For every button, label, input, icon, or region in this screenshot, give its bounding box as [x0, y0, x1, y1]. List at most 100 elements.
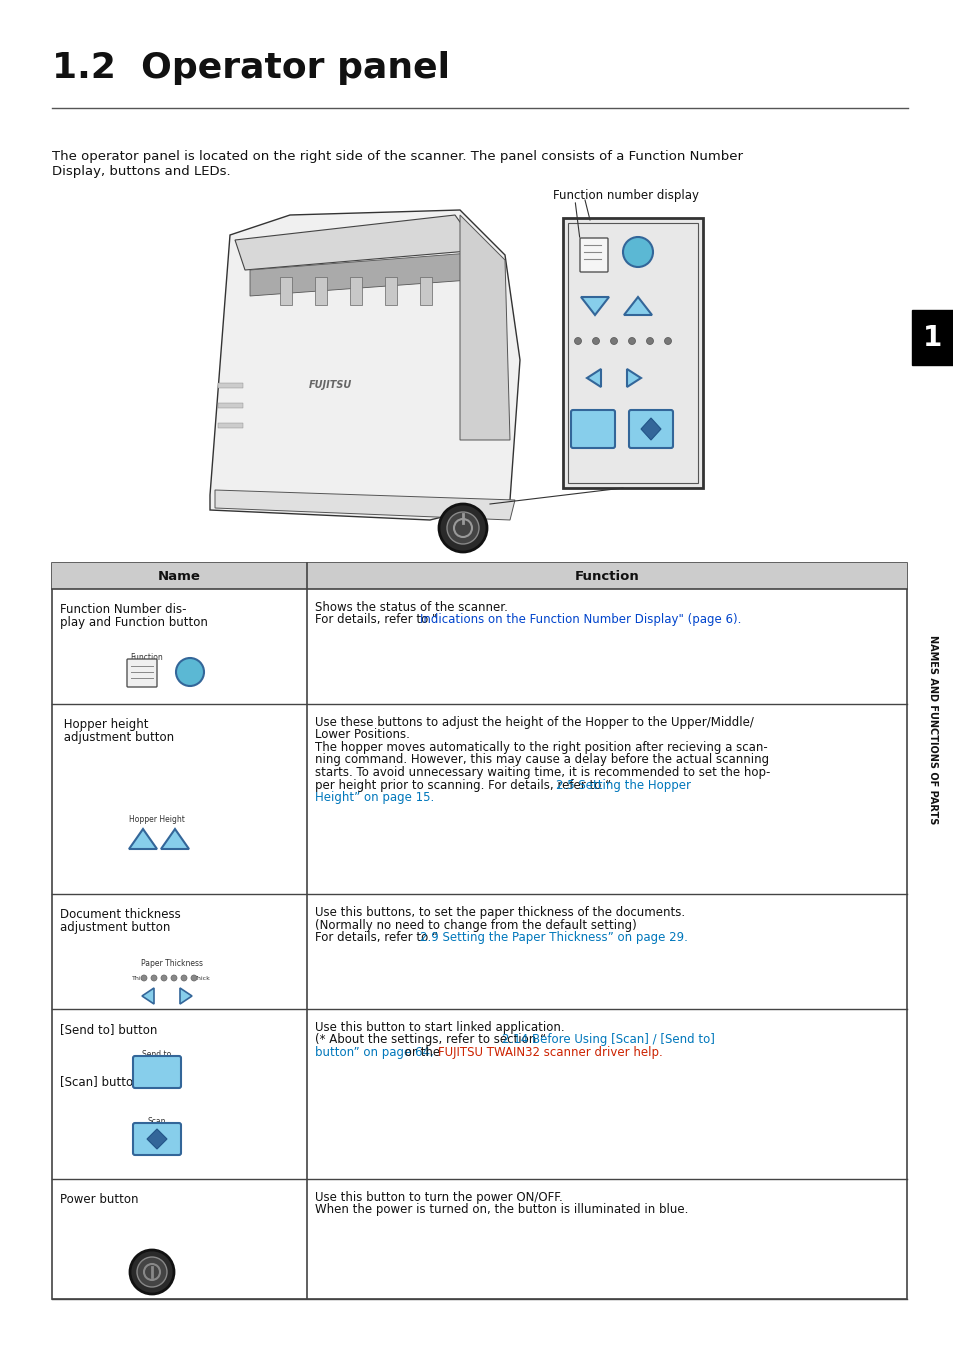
- Circle shape: [438, 504, 486, 553]
- Polygon shape: [161, 830, 189, 848]
- Text: The operator panel is located on the right side of the scanner. The panel consis: The operator panel is located on the rig…: [52, 150, 742, 163]
- Text: Shows the status of the scanner.: Shows the status of the scanner.: [314, 601, 507, 613]
- Circle shape: [175, 658, 204, 686]
- Circle shape: [191, 975, 196, 981]
- Polygon shape: [580, 297, 608, 315]
- Text: Function number display: Function number display: [553, 189, 699, 201]
- Bar: [218, 382, 243, 388]
- Text: button” on page 64,: button” on page 64,: [314, 1046, 434, 1059]
- Text: play and Function button: play and Function button: [60, 616, 208, 630]
- Text: [Scan] button: [Scan] button: [60, 1075, 140, 1088]
- Text: starts. To avoid unnecessary waiting time, it is recommended to set the hop-: starts. To avoid unnecessary waiting tim…: [314, 766, 770, 780]
- Bar: [52, 563, 906, 589]
- Circle shape: [141, 975, 147, 981]
- Polygon shape: [640, 417, 660, 440]
- Text: 1: 1: [923, 323, 942, 351]
- Text: Power button: Power button: [60, 1193, 138, 1206]
- FancyBboxPatch shape: [628, 409, 672, 449]
- Text: Use this buttons, to set the paper thickness of the documents.: Use this buttons, to set the paper thick…: [314, 907, 684, 919]
- Bar: [911, 309, 953, 365]
- Text: Function Number dis-: Function Number dis-: [60, 603, 186, 616]
- Text: Function: Function: [574, 570, 639, 582]
- FancyBboxPatch shape: [132, 1056, 181, 1088]
- Polygon shape: [626, 369, 640, 386]
- Circle shape: [622, 236, 652, 267]
- Text: Hopper height: Hopper height: [60, 717, 149, 731]
- Text: Scan: Scan: [148, 1117, 166, 1125]
- Circle shape: [161, 975, 167, 981]
- Text: The hopper moves automatically to the right position after recieving a scan-: The hopper moves automatically to the ri…: [314, 740, 767, 754]
- Text: FUJITSU TWAIN32 scanner driver help.: FUJITSU TWAIN32 scanner driver help.: [437, 1046, 662, 1059]
- Text: Document thickness: Document thickness: [60, 908, 180, 921]
- FancyBboxPatch shape: [571, 409, 615, 449]
- Bar: [218, 403, 243, 408]
- Bar: [385, 277, 396, 305]
- Text: 2.5 Setting the Hopper: 2.5 Setting the Hopper: [556, 778, 690, 792]
- FancyBboxPatch shape: [132, 1123, 181, 1155]
- Polygon shape: [214, 490, 515, 520]
- Text: or the: or the: [401, 1046, 444, 1059]
- Text: Thick: Thick: [193, 975, 211, 981]
- Circle shape: [664, 338, 671, 345]
- Circle shape: [447, 512, 478, 544]
- Bar: [280, 277, 292, 305]
- Polygon shape: [234, 215, 479, 270]
- Text: per height prior to scanning. For details, refer to “: per height prior to scanning. For detail…: [314, 778, 611, 792]
- Bar: [314, 277, 327, 305]
- Circle shape: [592, 338, 598, 345]
- Text: (Normally no need to change from the default setting): (Normally no need to change from the def…: [314, 919, 636, 931]
- Circle shape: [151, 975, 157, 981]
- Text: ning command. However, this may cause a delay before the actual scanning: ning command. However, this may cause a …: [314, 754, 768, 766]
- Text: Height” on page 15.: Height” on page 15.: [314, 790, 434, 804]
- Circle shape: [628, 338, 635, 345]
- Text: adjustment button: adjustment button: [60, 731, 174, 744]
- Polygon shape: [623, 297, 651, 315]
- Circle shape: [646, 338, 653, 345]
- Circle shape: [610, 338, 617, 345]
- Text: [Send to] button: [Send to] button: [60, 1023, 157, 1036]
- Polygon shape: [142, 988, 153, 1004]
- Text: 2.9 Setting the Paper Thickness” on page 29.: 2.9 Setting the Paper Thickness” on page…: [419, 931, 687, 944]
- Text: adjustment button: adjustment button: [60, 921, 171, 934]
- Circle shape: [171, 975, 177, 981]
- Bar: [52, 563, 906, 1300]
- Circle shape: [574, 338, 581, 345]
- FancyBboxPatch shape: [579, 238, 607, 272]
- Polygon shape: [129, 830, 157, 848]
- Bar: [218, 423, 243, 428]
- Text: Use this button to turn the power ON/OFF.: Use this button to turn the power ON/OFF…: [314, 1192, 562, 1204]
- Polygon shape: [459, 215, 510, 440]
- Circle shape: [137, 1256, 167, 1288]
- Polygon shape: [586, 369, 600, 386]
- Text: (* About the settings, refer to section “: (* About the settings, refer to section …: [314, 1034, 545, 1047]
- Text: Use these buttons to adjust the height of the Hopper to the Upper/Middle/: Use these buttons to adjust the height o…: [314, 716, 753, 730]
- Text: For details, refer to ": For details, refer to ": [314, 613, 436, 627]
- Polygon shape: [250, 253, 470, 296]
- Bar: [419, 277, 432, 305]
- Text: For details, refer to “: For details, refer to “: [314, 931, 437, 944]
- Text: Name: Name: [158, 570, 201, 582]
- Text: Use this button to start linked application.: Use this button to start linked applicat…: [314, 1021, 564, 1034]
- Text: Thin: Thin: [132, 975, 146, 981]
- Text: Function: Function: [131, 653, 163, 662]
- Text: Paper Thickness: Paper Thickness: [141, 959, 203, 969]
- Text: FUJITSU: FUJITSU: [308, 380, 352, 390]
- Text: Hopper Height: Hopper Height: [129, 815, 185, 824]
- Circle shape: [181, 975, 187, 981]
- Polygon shape: [180, 988, 192, 1004]
- Bar: [562, 218, 702, 488]
- Bar: [567, 223, 698, 484]
- Text: 2.14 Before Using [Scan] / [Send to]: 2.14 Before Using [Scan] / [Send to]: [501, 1034, 714, 1047]
- Circle shape: [130, 1250, 173, 1294]
- Text: Send to: Send to: [142, 1050, 172, 1059]
- Bar: [350, 277, 361, 305]
- Text: When the power is turned on, the button is illuminated in blue.: When the power is turned on, the button …: [314, 1204, 688, 1216]
- Text: NAMES AND FUNCTIONS OF PARTS: NAMES AND FUNCTIONS OF PARTS: [927, 635, 937, 824]
- Text: Lower Positions.: Lower Positions.: [314, 728, 410, 742]
- Text: Display, buttons and LEDs.: Display, buttons and LEDs.: [52, 165, 231, 178]
- Text: Indications on the Function Number Display" (page 6).: Indications on the Function Number Displ…: [419, 613, 740, 627]
- Polygon shape: [210, 209, 519, 520]
- Polygon shape: [147, 1129, 167, 1148]
- Text: 1.2  Operator panel: 1.2 Operator panel: [52, 51, 450, 85]
- FancyBboxPatch shape: [127, 659, 157, 688]
